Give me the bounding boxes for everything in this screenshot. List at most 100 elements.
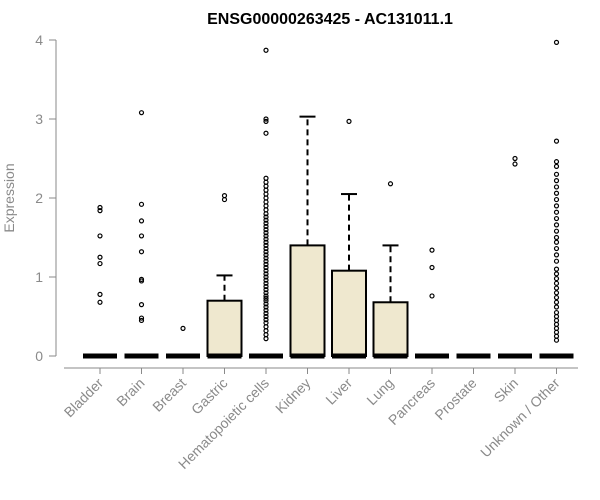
outlier-point (263, 290, 269, 296)
outlier-point (263, 268, 269, 274)
outlier-point (263, 239, 269, 245)
outlier-point (263, 313, 269, 320)
outlier-point (553, 280, 560, 286)
y-axis-label: Expression (1, 163, 17, 232)
outlier-point (263, 227, 269, 233)
outlier-point (97, 204, 103, 211)
y-tick-label: 0 (35, 348, 43, 364)
outlier-point (263, 304, 269, 310)
outlier-point (553, 163, 560, 169)
outlier-point (553, 234, 560, 241)
outlier-point (553, 178, 560, 184)
outlier-point (263, 116, 269, 122)
outlier-point (263, 223, 269, 230)
outlier-point (263, 242, 269, 248)
box (372, 301, 409, 357)
outlier-point (263, 307, 269, 313)
outlier-point (346, 118, 352, 124)
outlier-point (512, 155, 518, 162)
outlier-point (263, 264, 269, 271)
outlier-point (553, 196, 560, 203)
outlier-point (263, 293, 269, 299)
outlier-point (97, 233, 103, 239)
outlier-point (553, 275, 560, 282)
outlier-point (138, 110, 145, 116)
outlier-point (263, 295, 269, 301)
outlier-point (553, 271, 560, 277)
outlier-point (263, 317, 269, 323)
outlier-point (553, 39, 560, 45)
outlier-point (97, 260, 103, 267)
outlier-point (263, 220, 269, 226)
y-tick-label: 1 (35, 269, 43, 285)
outlier-point (138, 249, 145, 255)
outlier-point (263, 249, 269, 255)
outlier-point (97, 254, 103, 260)
x-tick-label: Skin (491, 375, 522, 406)
outlier-point (263, 287, 269, 293)
x-tick-label: Prostate (431, 375, 479, 423)
outlier-point (553, 222, 560, 228)
outlier-point (263, 261, 269, 267)
outlier-point (553, 228, 560, 234)
y-tick-label: 4 (35, 32, 43, 48)
outlier-point (553, 299, 560, 305)
outlier-point (263, 118, 269, 124)
x-tick-label: Breast (149, 375, 189, 415)
outlier-point (263, 271, 269, 277)
box (289, 244, 326, 357)
outlier-point (263, 130, 269, 136)
y-tick-label: 3 (35, 111, 43, 127)
outlier-point (553, 285, 560, 291)
outlier-point (221, 193, 228, 199)
outlier-point (263, 236, 269, 242)
box (331, 269, 367, 357)
outlier-point (553, 159, 560, 165)
outlier-point (512, 161, 518, 167)
outlier-point (553, 258, 560, 264)
outlier-point (553, 203, 560, 209)
outlier-point (429, 264, 435, 271)
outlier-point (429, 293, 435, 299)
outlier-point (553, 190, 560, 196)
x-tick-label: Kidney (272, 375, 314, 417)
outlier-point (263, 217, 269, 223)
outlier-point (553, 171, 560, 177)
outlier-point (553, 266, 560, 272)
outlier-point (263, 47, 269, 53)
outlier-point (553, 184, 560, 190)
outlier-point (553, 252, 560, 258)
y-tick-label: 2 (35, 190, 43, 206)
outlier-point (263, 252, 269, 258)
outlier-point (263, 320, 269, 326)
outlier-point (97, 208, 103, 214)
x-tick-label: Bladder (61, 375, 107, 421)
chart-title: ENSG00000263425 - AC131011.1 (207, 11, 453, 28)
outlier-point (263, 274, 269, 280)
outlier-point (263, 258, 269, 264)
outlier-point (263, 310, 269, 316)
outlier-point (553, 215, 560, 222)
outlier-point (263, 230, 269, 236)
box (206, 299, 243, 358)
outlier-point (263, 255, 269, 261)
x-tick-label: Lung (363, 375, 396, 408)
outlier-point (553, 309, 560, 316)
outlier-point (553, 294, 560, 301)
outlier-point (138, 276, 145, 282)
outlier-point (553, 138, 560, 144)
outlier-point (97, 299, 103, 305)
outlier-point (553, 304, 560, 310)
outlier-point (138, 201, 145, 207)
outlier-point (138, 233, 145, 239)
outlier-point (553, 209, 560, 215)
outlier-point (553, 239, 560, 245)
outlier-point (263, 175, 269, 181)
outlier-point (180, 325, 186, 331)
outlier-point (553, 245, 560, 252)
outlier-point (263, 277, 269, 283)
outlier-point (553, 290, 560, 296)
outlier-point (263, 214, 269, 220)
